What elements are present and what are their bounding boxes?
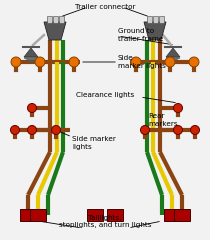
- Bar: [52, 16, 58, 23]
- Circle shape: [35, 57, 45, 67]
- Bar: [159, 16, 164, 23]
- Circle shape: [190, 126, 199, 134]
- Circle shape: [189, 57, 199, 67]
- Circle shape: [51, 126, 60, 134]
- Circle shape: [10, 126, 20, 134]
- Bar: [107, 209, 123, 221]
- Circle shape: [140, 126, 150, 134]
- Bar: [59, 16, 63, 23]
- Polygon shape: [166, 48, 180, 57]
- Circle shape: [28, 103, 37, 113]
- Polygon shape: [44, 22, 66, 40]
- Circle shape: [173, 126, 182, 134]
- Bar: [152, 16, 158, 23]
- Text: Trailer connector: Trailer connector: [75, 4, 135, 10]
- Text: Side
marker lights: Side marker lights: [118, 55, 166, 69]
- Circle shape: [11, 57, 21, 67]
- Text: Ground to
trailer frame: Ground to trailer frame: [118, 28, 163, 42]
- Text: Rear
markers: Rear markers: [148, 113, 178, 127]
- Bar: [30, 209, 46, 221]
- Polygon shape: [24, 48, 38, 57]
- Bar: [46, 16, 51, 23]
- Circle shape: [173, 103, 182, 113]
- Text: Clearance lights: Clearance lights: [76, 92, 134, 98]
- Bar: [20, 209, 36, 221]
- Circle shape: [28, 126, 37, 134]
- Text: Side marker
lights: Side marker lights: [72, 136, 116, 150]
- Circle shape: [165, 57, 175, 67]
- Polygon shape: [144, 22, 166, 40]
- Bar: [147, 16, 151, 23]
- Bar: [164, 209, 180, 221]
- Circle shape: [131, 57, 141, 67]
- Circle shape: [69, 57, 79, 67]
- Text: Taillights,
stoplights, and turn lights: Taillights, stoplights, and turn lights: [59, 215, 151, 228]
- Bar: [87, 209, 103, 221]
- Bar: [174, 209, 190, 221]
